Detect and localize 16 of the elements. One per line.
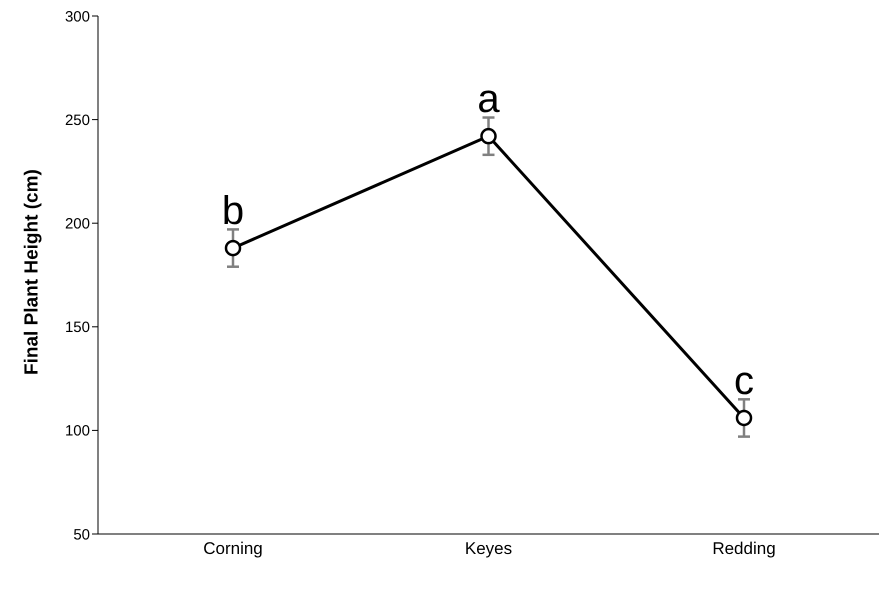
point <box>480 128 497 144</box>
x-tick-label: Keyes <box>464 539 512 558</box>
y-tick-label: 50 <box>73 526 90 544</box>
x-tick-label: Redding <box>712 539 776 558</box>
annotation: b <box>222 189 244 234</box>
point <box>736 410 752 426</box>
y-tick-label: 300 <box>64 8 90 26</box>
y-tick-label: 250 <box>64 112 90 129</box>
annotation: c <box>734 358 754 403</box>
point <box>224 240 242 256</box>
y-tick-label: 200 <box>64 216 90 233</box>
y-axis-title: Final Plant Height (cm) <box>22 169 43 375</box>
y-tick-label: 100 <box>64 422 90 440</box>
y-tick-label: 150 <box>64 319 90 336</box>
x-tick-label: Corning <box>203 539 263 558</box>
annotation: a <box>477 77 500 122</box>
